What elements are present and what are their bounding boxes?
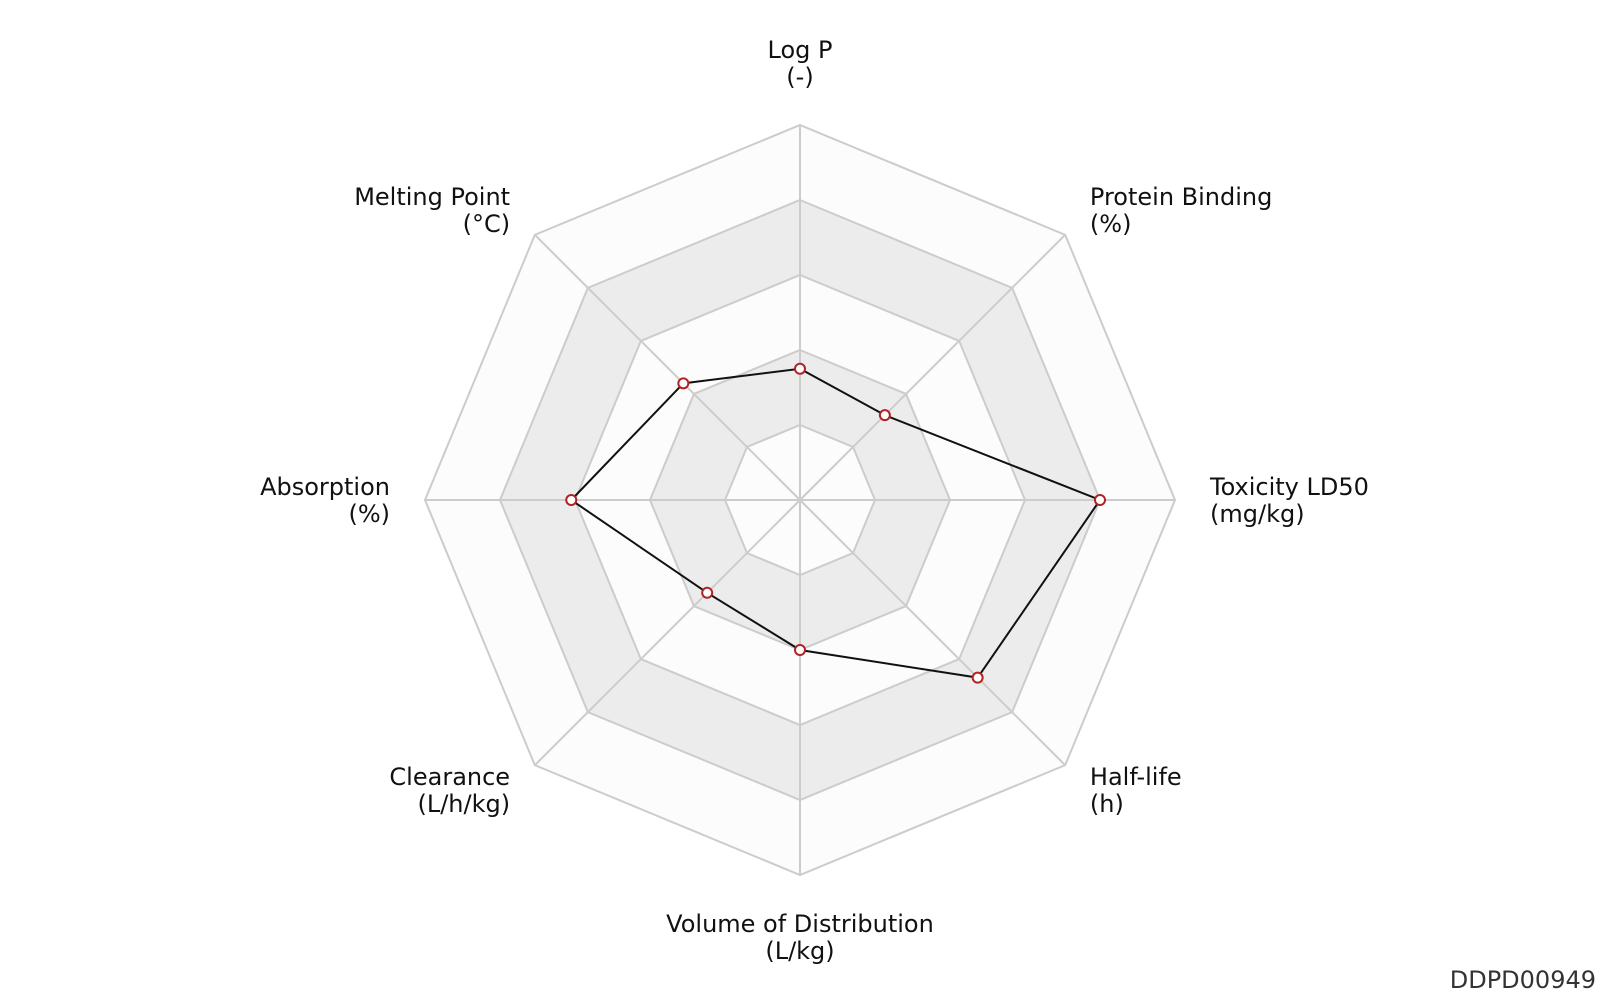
axis-unit-0: (-) xyxy=(786,63,813,91)
axis-label-1: Protein Binding xyxy=(1090,183,1272,211)
axis-unit-5: (L/h/kg) xyxy=(417,790,510,818)
axis-unit-2: (mg/kg) xyxy=(1210,500,1305,528)
data-point-1 xyxy=(878,409,891,422)
axis-label-3: Half-life xyxy=(1090,763,1182,791)
data-point-6 xyxy=(565,494,578,506)
spoke-7 xyxy=(534,234,801,501)
radar-series xyxy=(565,362,1106,684)
axis-unit-3: (h) xyxy=(1090,790,1124,818)
axis-unit-7: (°C) xyxy=(463,210,510,238)
axis-label-2: Toxicity LD50 xyxy=(1209,473,1369,501)
axis-labels: Log P(-)Protein Binding(%)Toxicity LD50(… xyxy=(260,36,1369,965)
spoke-1 xyxy=(799,234,1066,501)
spoke-5 xyxy=(534,499,801,766)
data-point-5 xyxy=(701,586,714,599)
axis-unit-1: (%) xyxy=(1090,210,1132,238)
axis-label-6: Absorption xyxy=(260,473,390,501)
spoke-3 xyxy=(799,499,1066,766)
axis-label-7: Melting Point xyxy=(354,183,510,211)
data-point-3 xyxy=(971,671,984,684)
axis-label-0: Log P xyxy=(768,36,833,64)
axis-label-4: Volume of Distribution xyxy=(666,910,934,938)
data-point-0 xyxy=(794,362,806,375)
radar-spokes xyxy=(425,125,1175,875)
data-point-2 xyxy=(1094,494,1106,506)
data-point-4 xyxy=(794,644,806,656)
data-point-7 xyxy=(677,377,690,390)
chart-id: DDPD00949 xyxy=(1449,966,1596,994)
axis-unit-4: (L/kg) xyxy=(765,937,834,965)
axis-label-5: Clearance xyxy=(389,763,510,791)
axis-unit-6: (%) xyxy=(348,500,390,528)
